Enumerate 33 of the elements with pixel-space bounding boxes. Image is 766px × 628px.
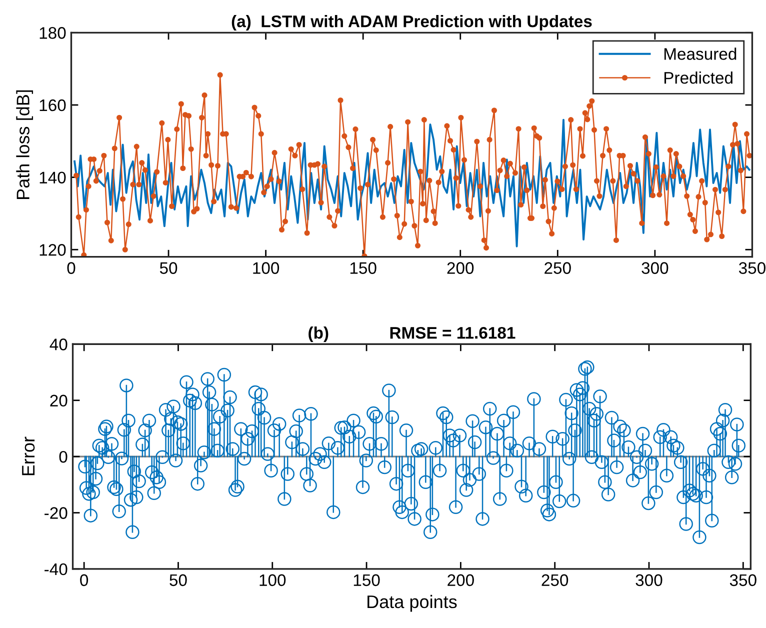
line-series: [74, 118, 750, 248]
x-tick-label: 0: [80, 574, 88, 586]
x-tick-label: 350: [738, 262, 766, 274]
x-tick-label: 100: [260, 574, 286, 586]
x-tick-label: 50: [170, 574, 187, 586]
legend-label: Measured: [664, 48, 736, 60]
x-tick-label: 150: [354, 574, 380, 586]
x-tick-label: 300: [642, 262, 668, 274]
y-tick-label: 140: [40, 172, 66, 184]
y-tick-label: 180: [40, 27, 66, 39]
y-tick-label: -20: [44, 507, 68, 519]
x-tick-label: 200: [448, 574, 474, 586]
x-axis-title: Data points: [368, 594, 457, 612]
y-axis-title: Path loss [dB]: [16, 90, 34, 199]
legend-label: Predicted: [664, 72, 732, 84]
x-tick-label: 250: [544, 262, 571, 274]
chart-title: (b) RMSE = 11.6181: [308, 326, 516, 342]
x-tick-label: 350: [730, 574, 756, 586]
y-tick-label: 120: [40, 244, 66, 256]
y-tick-label: 40: [50, 338, 68, 350]
x-tick-label: 50: [160, 262, 178, 274]
y-axis-title: Error: [22, 436, 35, 476]
x-tick-label: 250: [542, 574, 568, 586]
x-tick-label: 300: [636, 574, 662, 586]
x-tick-label: 200: [447, 262, 474, 274]
y-tick-label: 20: [50, 394, 68, 407]
y-tick-label: -40: [44, 563, 68, 576]
chart-title: (a) LSTM with ADAM Prediction with Updates: [232, 15, 592, 31]
x-tick-label: 100: [253, 262, 280, 274]
y-tick-label: 0: [59, 450, 68, 463]
x-tick-label: 0: [67, 262, 76, 274]
y-tick-label: 160: [40, 99, 66, 112]
x-tick-label: 150: [350, 262, 376, 274]
